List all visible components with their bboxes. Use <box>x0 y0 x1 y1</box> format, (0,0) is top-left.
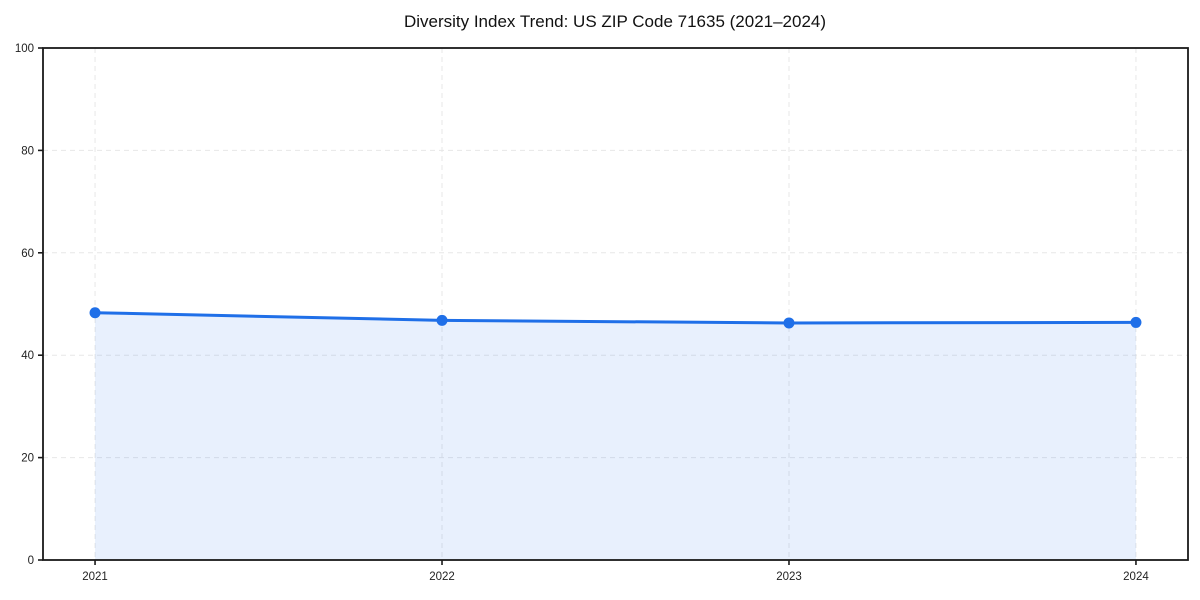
y-tick-label: 80 <box>21 145 34 157</box>
y-tick-label: 40 <box>21 350 34 362</box>
data-point <box>1130 316 1142 328</box>
y-tick-label: 100 <box>15 43 34 55</box>
data-point <box>436 314 448 326</box>
plot-area: 0 20 40 60 80 100 2021 2022 2023 2024 <box>15 43 1189 583</box>
data-point <box>89 307 101 319</box>
y-tick-label: 0 <box>28 555 34 567</box>
y-tick-label: 60 <box>21 248 34 260</box>
x-tick-label: 2021 <box>82 571 108 583</box>
x-tick-label: 2022 <box>429 571 455 583</box>
x-tick-label: 2024 <box>1123 571 1149 583</box>
x-tick-label: 2023 <box>776 571 802 583</box>
y-tick-label: 20 <box>21 453 34 465</box>
data-point <box>783 317 795 329</box>
trend-line <box>93 311 1138 325</box>
plot-border <box>42 47 1189 561</box>
area-fill <box>95 312 1136 560</box>
chart-title: Diversity Index Trend: US ZIP Code 71635… <box>404 12 826 31</box>
